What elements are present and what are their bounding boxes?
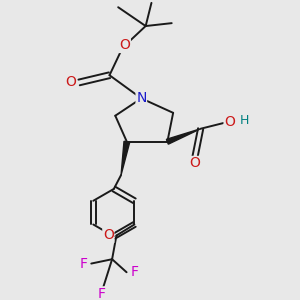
Text: N: N xyxy=(136,92,146,105)
Text: F: F xyxy=(130,265,138,279)
Text: O: O xyxy=(189,157,200,170)
Polygon shape xyxy=(121,141,130,175)
Text: O: O xyxy=(224,115,235,128)
Text: H: H xyxy=(239,114,249,127)
Polygon shape xyxy=(167,129,201,144)
Text: O: O xyxy=(65,76,76,89)
Text: F: F xyxy=(98,287,106,300)
Text: O: O xyxy=(103,229,114,242)
Text: F: F xyxy=(79,256,87,271)
Text: O: O xyxy=(119,38,130,52)
